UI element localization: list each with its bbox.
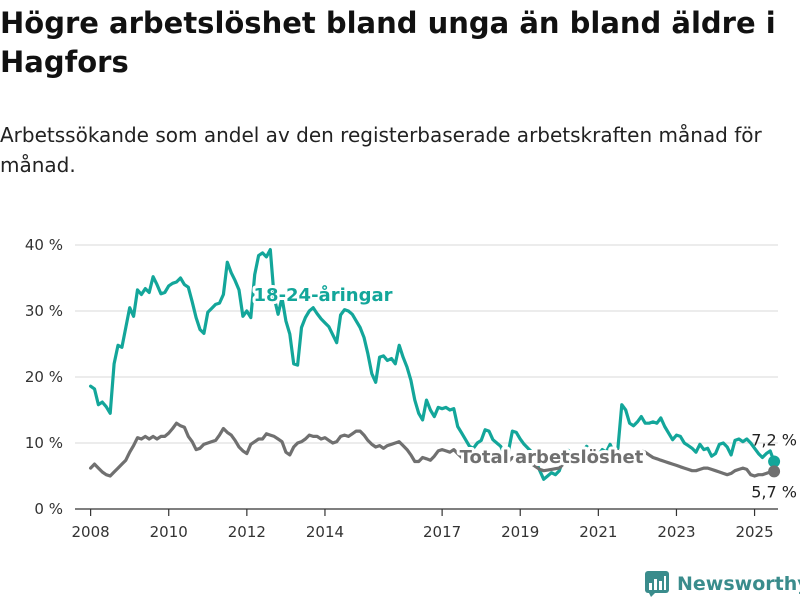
y-tick-label: 20 %	[25, 368, 63, 386]
brand-name: Newsworthy	[677, 573, 800, 595]
y-tick-label: 40 %	[25, 236, 63, 254]
series-end-point-youth	[768, 455, 781, 468]
x-tick-label: 2017	[423, 523, 461, 541]
brand-logo: Newsworthy	[645, 570, 800, 598]
series-line-total	[89, 421, 776, 478]
series-end-point-total	[768, 465, 781, 478]
series-line-youth	[89, 248, 776, 481]
series-end-label-youth: 7,2 %	[751, 430, 797, 449]
bar-chart-logo-icon	[645, 571, 669, 597]
chart-title: Högre arbetslöshet bland unga än bland ä…	[0, 6, 776, 79]
chart-subtitle: Arbetssökande som andel av den registerb…	[0, 123, 762, 177]
x-tick-label: 2019	[501, 523, 539, 541]
y-tick-label: 10 %	[25, 434, 63, 452]
x-tick-label: 2008	[72, 523, 110, 541]
series-label-total: Total arbetslöshet	[460, 447, 644, 468]
y-tick-label: 30 %	[25, 302, 63, 320]
x-tick-label: 2025	[735, 523, 773, 541]
x-tick-label: 2021	[579, 523, 617, 541]
x-tick-label: 2010	[150, 523, 188, 541]
series-label-youth: 18-24-åringar	[254, 284, 393, 306]
series-end-label-total: 5,7 %	[751, 482, 797, 501]
y-tick-label: 0 %	[34, 500, 63, 518]
x-tick-label: 2012	[228, 523, 266, 541]
x-tick-label: 2014	[306, 523, 344, 541]
x-tick-label: 2023	[657, 523, 695, 541]
